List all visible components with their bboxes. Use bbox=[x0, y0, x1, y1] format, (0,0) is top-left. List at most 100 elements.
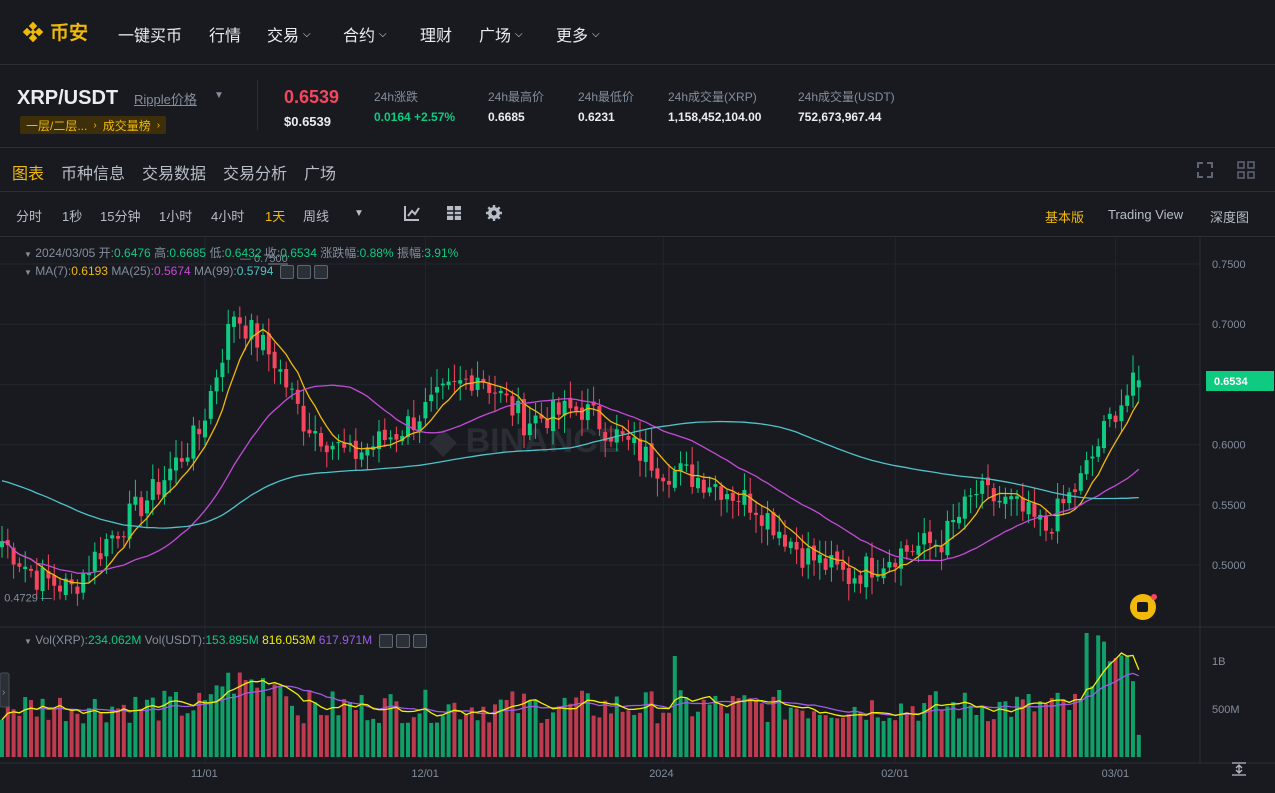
volume-bar bbox=[348, 702, 352, 757]
stat-label: 24h最低价 bbox=[578, 90, 635, 104]
volume-bar bbox=[881, 720, 886, 757]
volume-bar bbox=[551, 712, 555, 757]
collapse-icon[interactable]: ▼ bbox=[24, 637, 32, 646]
volume-bar bbox=[986, 721, 990, 757]
candle-body bbox=[678, 463, 683, 471]
stat-label: 24h最高价 bbox=[488, 90, 545, 104]
volume-bar bbox=[203, 700, 207, 757]
nav-item-square[interactable]: 广场 ⌵ bbox=[479, 22, 523, 46]
volume-bar bbox=[17, 715, 22, 757]
brand-logo[interactable]: 币安 bbox=[22, 18, 88, 45]
collapse-icon[interactable]: ▼ bbox=[24, 250, 32, 259]
candle-body bbox=[632, 437, 637, 444]
ma99-line bbox=[1, 420, 1139, 529]
close-icon[interactable] bbox=[412, 633, 427, 648]
vol-ma2-value: 617.971M bbox=[318, 633, 373, 647]
timeframe-1w[interactable]: 周线 bbox=[303, 209, 330, 224]
nav-item-futures[interactable]: 合约 ⌵ bbox=[343, 22, 387, 46]
tab-trading-analysis[interactable]: 交易分析 bbox=[223, 166, 288, 183]
candle-body bbox=[249, 319, 254, 340]
volume-bar bbox=[510, 691, 515, 757]
eye-icon[interactable] bbox=[279, 264, 294, 279]
tab-coin-info[interactable]: 币种信息 bbox=[61, 166, 126, 183]
tag-layer[interactable]: 一层/二层... bbox=[26, 118, 88, 133]
nav-item-markets[interactable]: 行情 bbox=[209, 22, 241, 46]
indicator-icon[interactable] bbox=[403, 204, 421, 222]
timeframe-1s[interactable]: 1秒 bbox=[62, 209, 83, 224]
close-icon[interactable] bbox=[313, 264, 328, 279]
candle-body bbox=[574, 406, 579, 411]
tab-square[interactable]: 广场 bbox=[304, 166, 337, 183]
timeframe-4h[interactable]: 4小时 bbox=[211, 209, 245, 224]
volume-bar bbox=[707, 704, 712, 757]
tab-chart[interactable]: 图表 bbox=[12, 166, 45, 183]
volume-bar bbox=[928, 695, 932, 757]
volume-bar bbox=[1113, 657, 1118, 757]
candle-body bbox=[197, 428, 202, 435]
candle-body bbox=[1061, 498, 1066, 504]
collapse-icon[interactable]: ▼ bbox=[24, 268, 32, 277]
timeframe-1h[interactable]: 1小时 bbox=[159, 209, 193, 224]
nav-item-buy-crypto[interactable]: 一键买币 bbox=[118, 22, 182, 46]
tag-volume-rank[interactable]: 成交量榜 bbox=[102, 118, 151, 133]
nav-item-more[interactable]: 更多 ⌵ bbox=[556, 22, 600, 46]
stat-label: 24h涨跌 bbox=[374, 90, 419, 104]
candle-body bbox=[1107, 413, 1112, 420]
trading-pair[interactable]: XRP/USDT bbox=[17, 87, 119, 109]
timeframe-1d[interactable]: 1天 bbox=[265, 209, 286, 224]
gear-icon[interactable] bbox=[485, 204, 503, 222]
time-axis[interactable]: 11/01 12/01 2024 02/01 03/01 bbox=[191, 768, 1129, 780]
candle-body bbox=[748, 493, 753, 513]
settings-icon[interactable] bbox=[296, 264, 311, 279]
axis-reset-icon[interactable] bbox=[1232, 762, 1246, 776]
volume-bar bbox=[98, 712, 103, 757]
candle-body bbox=[400, 435, 405, 442]
volume-bar bbox=[284, 696, 289, 757]
timeframe-dropdown-icon[interactable]: ▼ bbox=[354, 208, 364, 219]
settings-icon[interactable] bbox=[395, 633, 410, 648]
price-axis[interactable]: 0.75000.70000.65000.60000.55000.50001B50… bbox=[1212, 259, 1246, 716]
volume-bar bbox=[893, 720, 898, 757]
timeframe-15m[interactable]: 15分钟 bbox=[100, 209, 141, 224]
volume-bar bbox=[812, 711, 816, 757]
candle-body bbox=[382, 429, 387, 441]
volume-bar bbox=[864, 719, 869, 757]
candle-body bbox=[875, 574, 880, 577]
volume-bar bbox=[794, 708, 799, 757]
legend-high: 0.6685 bbox=[169, 246, 207, 260]
chart-settings-grid-icon[interactable] bbox=[445, 204, 463, 222]
tab-trading-data[interactable]: 交易数据 bbox=[142, 166, 207, 183]
volume-bar bbox=[295, 715, 300, 757]
category-tags[interactable]: 一层/二层... › 成交量榜 › bbox=[20, 116, 167, 134]
candle-body bbox=[284, 368, 289, 388]
volume-bar bbox=[1061, 699, 1066, 757]
candle-body bbox=[290, 388, 294, 390]
eye-icon[interactable] bbox=[378, 633, 393, 648]
view-basic[interactable]: 基本版 bbox=[1045, 210, 1085, 225]
candle-body bbox=[562, 400, 567, 416]
coin-price-link[interactable]: Ripple价格 bbox=[134, 92, 197, 107]
floating-chat-button[interactable] bbox=[1130, 594, 1157, 620]
fullscreen-icon[interactable] bbox=[1195, 160, 1215, 180]
candle-body bbox=[46, 571, 51, 579]
view-tradingview[interactable]: Trading View bbox=[1108, 207, 1184, 222]
view-depth[interactable]: 深度图 bbox=[1210, 210, 1250, 225]
volume-bar bbox=[498, 699, 503, 757]
volume-bar bbox=[638, 712, 642, 757]
stat-value-24h-volume-xrp: 1,158,452,104.00 bbox=[668, 110, 762, 124]
candle-body bbox=[957, 516, 961, 524]
candle-body bbox=[487, 383, 492, 393]
ticker-header: XRP/USDT Ripple价格 ▼ 一层/二层... › 成交量榜 › 0.… bbox=[0, 65, 1275, 148]
nav-item-trade[interactable]: 交易 ⌵ bbox=[267, 22, 311, 46]
timeframe-line[interactable]: 分时 bbox=[16, 209, 43, 224]
grid-layout-icon[interactable] bbox=[1236, 160, 1256, 180]
candle-body bbox=[475, 377, 480, 390]
price-chart[interactable]: ◆ BINANCE 0.75000.70000.65000.60000.5500… bbox=[0, 237, 1275, 793]
nav-item-earn[interactable]: 理财 bbox=[420, 22, 452, 46]
candle-body bbox=[63, 578, 68, 595]
volume-bar bbox=[922, 703, 927, 757]
pane-collapse-handle[interactable] bbox=[0, 672, 10, 708]
volume-bar bbox=[266, 696, 271, 757]
pair-dropdown-icon[interactable]: ▼ bbox=[214, 90, 224, 101]
volume-bar bbox=[806, 718, 811, 757]
